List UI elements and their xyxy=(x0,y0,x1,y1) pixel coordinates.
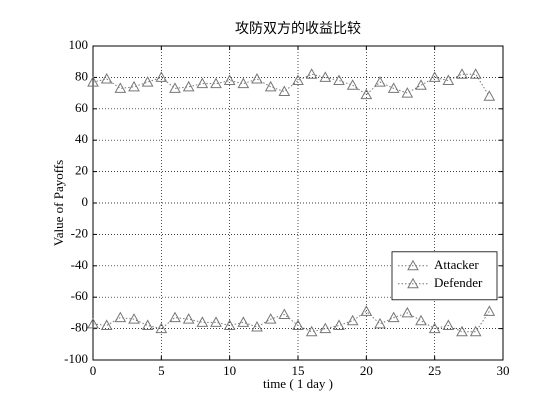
marker xyxy=(401,87,414,98)
legend-label: Attacker xyxy=(434,257,479,272)
marker xyxy=(483,305,496,316)
y-tick-label: -100 xyxy=(64,351,88,366)
x-tick-label: 15 xyxy=(292,363,305,378)
y-tick-label: 40 xyxy=(75,131,88,146)
marker xyxy=(456,325,468,337)
marker xyxy=(346,79,359,90)
legend-label: Defender xyxy=(434,275,483,290)
marker xyxy=(319,322,332,334)
x-tick-label: 20 xyxy=(360,363,373,378)
marker xyxy=(333,74,345,86)
marker xyxy=(87,76,99,87)
x-tick-label: 25 xyxy=(428,363,441,378)
marker xyxy=(223,74,236,86)
marker xyxy=(360,305,373,316)
marker xyxy=(141,76,154,87)
series-line xyxy=(92,73,490,97)
marker xyxy=(428,71,441,82)
marker xyxy=(428,322,441,334)
marker xyxy=(292,74,304,86)
legend-box xyxy=(391,251,498,301)
y-tick-label: 100 xyxy=(69,37,89,52)
marker xyxy=(292,319,304,330)
marker xyxy=(210,316,222,327)
marker xyxy=(374,76,386,87)
marker xyxy=(387,311,400,323)
marker xyxy=(169,82,181,93)
chart-title: 攻防双方的收益比较 xyxy=(235,21,361,37)
legend-marker xyxy=(407,259,419,271)
marker xyxy=(469,68,482,79)
marker xyxy=(237,316,250,327)
x-tick-label: 10 xyxy=(223,363,236,378)
marker xyxy=(442,319,455,330)
marker xyxy=(333,319,345,330)
y-tick-label: -40 xyxy=(71,257,88,272)
marker xyxy=(141,319,154,330)
marker xyxy=(223,319,236,330)
x-tick-label: 30 xyxy=(497,363,510,378)
marker xyxy=(415,79,427,90)
marker xyxy=(100,72,113,84)
y-tick-label: 80 xyxy=(75,68,88,83)
legend-marker xyxy=(407,277,419,289)
marker xyxy=(87,317,99,329)
marker xyxy=(319,71,332,82)
y-axis-label: Value of Payoffs xyxy=(51,160,66,246)
marker xyxy=(456,68,468,79)
marker xyxy=(210,77,222,89)
marker xyxy=(469,325,482,337)
marker xyxy=(442,74,455,86)
marker xyxy=(264,80,277,92)
marker xyxy=(251,72,263,84)
marker xyxy=(251,321,263,332)
y-tick-label: -80 xyxy=(71,320,88,335)
marker xyxy=(305,325,318,337)
y-tick-label: 60 xyxy=(75,100,88,115)
marker xyxy=(360,88,373,100)
marker xyxy=(346,314,359,326)
x-tick-label: 0 xyxy=(90,363,97,378)
marker xyxy=(483,90,496,101)
marker xyxy=(114,82,127,93)
marker xyxy=(169,311,181,323)
plot-frame xyxy=(92,45,504,361)
marker xyxy=(237,77,250,89)
x-tick-label: 5 xyxy=(158,363,165,378)
marker xyxy=(182,80,195,92)
marker xyxy=(182,313,195,324)
y-tick-label: -20 xyxy=(71,225,88,240)
y-tick-label: 0 xyxy=(82,194,89,209)
marker xyxy=(387,82,400,93)
marker xyxy=(278,308,291,319)
marker xyxy=(401,306,414,318)
marker xyxy=(374,317,386,329)
y-tick-label: -60 xyxy=(71,288,88,303)
marker xyxy=(264,313,277,324)
marker xyxy=(100,319,113,330)
x-axis-label: time ( 1 day ) xyxy=(263,376,333,391)
marker xyxy=(196,77,209,89)
y-tick-label: 20 xyxy=(75,163,88,178)
marker xyxy=(128,80,140,92)
marker xyxy=(196,316,209,327)
marker xyxy=(114,311,127,323)
marker xyxy=(415,314,427,326)
marker xyxy=(155,71,168,82)
marker xyxy=(305,68,318,79)
marker xyxy=(128,313,140,324)
marker xyxy=(155,322,168,334)
marker xyxy=(278,85,291,97)
